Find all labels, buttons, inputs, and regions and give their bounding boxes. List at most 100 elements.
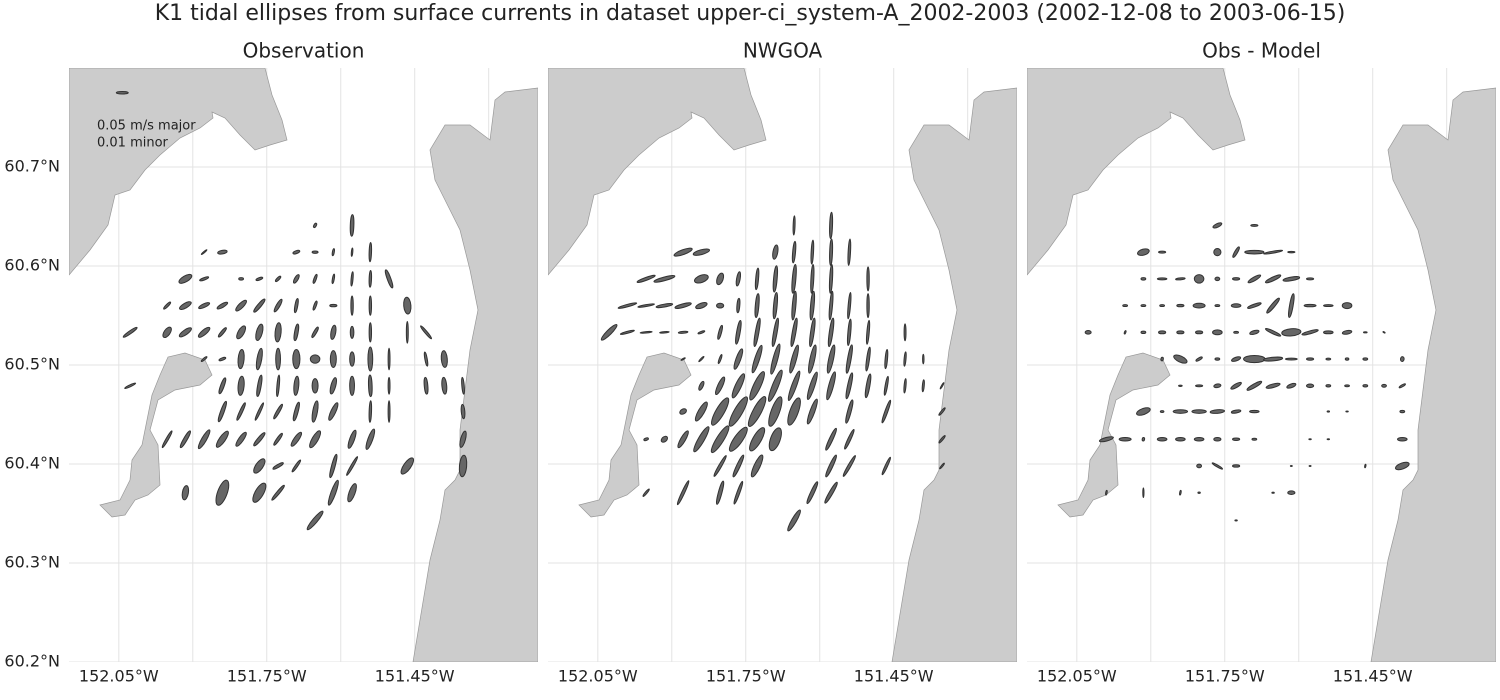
tidal-ellipse [236, 402, 246, 421]
tidal-ellipse [459, 430, 467, 448]
tidal-ellipse [768, 396, 783, 427]
tidal-ellipse [1364, 463, 1367, 469]
tidal-ellipse [293, 298, 299, 314]
tidal-ellipse [215, 430, 229, 448]
tidal-ellipse [1156, 277, 1168, 281]
tidal-ellipse [1160, 356, 1164, 362]
tidal-ellipse [1399, 409, 1406, 414]
tidal-ellipse [881, 456, 892, 476]
tidal-ellipse [694, 401, 708, 422]
tidal-ellipse [866, 266, 870, 292]
tidal-ellipse [847, 291, 852, 320]
tidal-ellipse [1271, 491, 1275, 494]
tidal-ellipse [674, 302, 692, 309]
tidal-ellipse [253, 458, 266, 474]
tidal-ellipse [636, 274, 656, 283]
tidal-ellipse [1156, 436, 1168, 442]
tidal-ellipse [347, 483, 357, 503]
tidal-ellipse [255, 276, 264, 282]
tidal-ellipse [1213, 248, 1222, 257]
tidal-ellipse [735, 320, 742, 345]
tidal-ellipse [713, 455, 727, 477]
map-panel [1027, 68, 1496, 662]
tidal-ellipse [253, 298, 266, 313]
tidal-ellipse [1158, 330, 1167, 335]
tidal-ellipse [1381, 383, 1387, 388]
tidal-ellipse [884, 348, 889, 370]
tidal-ellipse [400, 457, 415, 475]
tidal-ellipse [1243, 354, 1266, 364]
tidal-ellipse [747, 396, 767, 427]
tidal-ellipse [1123, 330, 1127, 335]
tidal-ellipse [1231, 356, 1242, 362]
tidal-ellipse [1175, 277, 1186, 281]
tidal-ellipse [697, 330, 706, 335]
tidal-ellipse [791, 264, 797, 294]
tidal-ellipse [329, 350, 337, 368]
tidal-ellipse [124, 382, 137, 389]
tidal-ellipse [346, 456, 359, 476]
x-tick-label: 151.75°W [706, 667, 786, 686]
tidal-ellipse [1263, 249, 1284, 255]
tidal-ellipse [237, 375, 245, 396]
tidal-ellipse [751, 344, 763, 374]
tidal-ellipse [292, 401, 300, 422]
tidal-ellipse [1192, 302, 1206, 309]
tidal-ellipse [311, 378, 319, 394]
tidal-ellipse [695, 302, 708, 310]
tidal-ellipse [122, 326, 138, 338]
tidal-ellipse [461, 376, 465, 395]
tidal-ellipse [1213, 436, 1222, 442]
tidal-ellipse [1195, 384, 1204, 388]
x-tick-label: 152.05°W [79, 667, 159, 686]
tidal-ellipse [845, 344, 853, 374]
tidal-ellipse [643, 437, 649, 442]
tidal-ellipse [1212, 329, 1223, 336]
panel-title: NWGOA [743, 39, 823, 63]
tidal-ellipse [1232, 464, 1241, 468]
tidal-ellipse [810, 239, 815, 265]
tidal-ellipse [847, 238, 852, 266]
tidal-ellipse [218, 377, 227, 395]
tidal-ellipse [1362, 384, 1369, 388]
tidal-ellipse [460, 403, 466, 420]
tidal-ellipse [1286, 382, 1297, 389]
scale-label: 0.01 minor [97, 136, 169, 151]
tidal-ellipse [1230, 409, 1242, 414]
tidal-ellipse [1265, 382, 1281, 389]
tidal-ellipse [809, 317, 816, 348]
tidal-ellipse [1305, 357, 1315, 361]
tidal-ellipse [673, 247, 693, 257]
tidal-ellipse [679, 408, 687, 415]
tidal-ellipse [693, 426, 710, 453]
tidal-ellipse [312, 273, 318, 284]
tidal-ellipse [717, 324, 723, 340]
tidal-ellipse [791, 290, 797, 321]
tidal-ellipse [1230, 303, 1242, 308]
tidal-ellipse [1266, 297, 1280, 314]
tidal-ellipse [1249, 329, 1260, 335]
tidal-ellipse [750, 454, 764, 478]
tidal-ellipse [768, 427, 782, 452]
tidal-ellipse [1098, 436, 1114, 443]
scale-ellipse [115, 91, 129, 95]
tidal-ellipse [1140, 330, 1147, 335]
tidal-ellipse [291, 459, 302, 473]
tidal-ellipse [1211, 462, 1224, 470]
tidal-ellipse [676, 480, 690, 506]
tidal-ellipse [1140, 277, 1147, 281]
tidal-ellipse [711, 397, 730, 426]
tidal-ellipse [1197, 491, 1201, 494]
tidal-ellipse [659, 330, 670, 334]
tidal-ellipse [1398, 383, 1406, 389]
tidal-ellipse [293, 375, 300, 396]
tidal-ellipse [809, 290, 816, 321]
tidal-ellipse [735, 271, 742, 287]
tidal-ellipse [828, 263, 834, 294]
tidal-ellipse [236, 325, 247, 340]
tidal-ellipse [292, 249, 301, 255]
tidal-ellipse [1326, 438, 1331, 441]
tidal-ellipse [717, 354, 723, 365]
tidal-ellipse [1176, 303, 1185, 308]
tidal-ellipse [253, 432, 266, 447]
